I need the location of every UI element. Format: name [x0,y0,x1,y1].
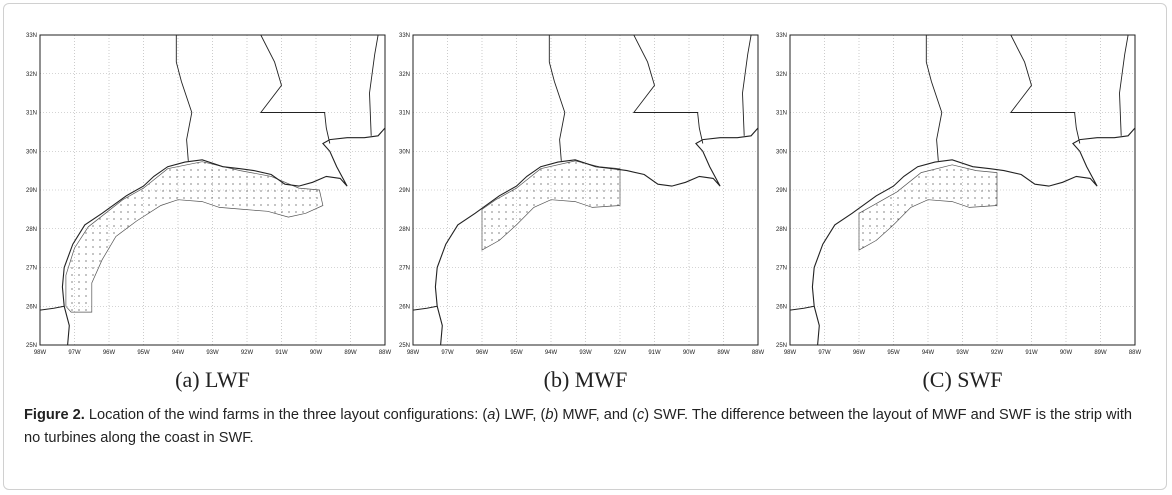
state-border [632,34,704,144]
lon-tick-label: 88W [752,350,765,356]
lon-tick-label: 92W [991,350,1004,356]
lat-tick-label: 26N [26,304,37,310]
lat-tick-label: 29N [26,188,37,194]
wind-farm [65,161,324,313]
lat-tick-label: 28N [776,227,787,233]
lon-tick-label: 96W [103,350,116,356]
lat-tick-label: 27N [399,266,410,272]
lat-tick-label: 30N [776,149,787,155]
panel-caption: (b) MWF [544,367,628,392]
coastline [811,127,1136,346]
lon-tick-label: 96W [853,350,866,356]
lat-tick-label: 25N [776,343,787,349]
state-border [1119,34,1129,136]
lat-tick-label: 26N [776,304,787,310]
lat-tick-label: 30N [399,149,410,155]
state-border [1009,34,1081,144]
lat-tick-label: 28N [26,227,37,233]
lat-tick-label: 28N [399,227,410,233]
lon-tick-label: 97W [441,350,454,356]
lon-tick-label: 88W [1129,350,1142,356]
lon-tick-label: 91W [648,350,661,356]
state-border [175,35,193,161]
lon-tick-label: 89W [344,350,357,356]
coastline [39,305,65,311]
lon-tick-label: 95W [887,350,900,356]
coastline [789,305,815,311]
map-frame [789,34,1136,346]
lon-tick-label: 95W [137,350,150,356]
lon-tick-label: 95W [510,350,523,356]
lon-tick-label: 94W [545,350,558,356]
caption-label: Figure 2. [24,407,85,423]
lat-tick-label: 33N [776,33,787,39]
lon-tick-label: 97W [818,350,831,356]
lon-tick-label: 90W [683,350,696,356]
lat-tick-label: 26N [399,304,410,310]
caption-text: ) MWF, and ( [553,407,637,423]
map-frame [412,34,759,346]
lat-tick-label: 33N [399,33,410,39]
lat-tick-label: 29N [399,188,410,194]
lat-tick-label: 25N [26,343,37,349]
state-border [742,34,752,136]
lon-tick-label: 88W [379,350,392,356]
state-border [925,35,943,161]
lon-tick-label: 93W [579,350,592,356]
wind-farm [858,164,998,251]
map-frame [39,34,386,346]
lat-tick-label: 29N [776,188,787,194]
lon-tick-label: 90W [1060,350,1073,356]
lon-tick-label: 94W [922,350,935,356]
lon-tick-label: 92W [241,350,254,356]
lat-tick-label: 32N [399,72,410,78]
panel-caption: (a) LWF [175,367,250,392]
lon-tick-label: 91W [1025,350,1038,356]
state-border [369,34,379,136]
lon-tick-label: 89W [1094,350,1107,356]
lat-tick-label: 32N [776,72,787,78]
lat-tick-label: 33N [26,33,37,39]
panel-caption: (C) SWF [922,367,1002,392]
caption-italic: c [636,407,645,423]
caption-italic: b [545,407,554,423]
caption-text: Location of the wind farms in the three … [88,407,488,423]
lon-tick-label: 93W [956,350,969,356]
lat-tick-label: 30N [26,149,37,155]
coastline [61,127,386,346]
lon-tick-label: 96W [476,350,489,356]
state-border [259,34,331,144]
caption-italic: a [487,407,496,423]
lon-tick-label: 98W [34,350,47,356]
lon-tick-label: 98W [784,350,797,356]
lat-tick-label: 25N [399,343,410,349]
figure-caption: Figure 2. Location of the wind farms in … [24,404,1139,450]
caption-text: ) LWF, ( [495,407,546,423]
lat-tick-label: 31N [399,111,410,117]
figure-border [3,3,1167,490]
lat-tick-label: 32N [26,72,37,78]
lat-tick-label: 27N [776,266,787,272]
lon-tick-label: 90W [310,350,323,356]
state-border [548,35,566,161]
caption-text: ) SWF. The difference between the layout… [24,407,1133,446]
coastline [412,305,438,311]
lon-tick-label: 91W [275,350,288,356]
lon-tick-label: 89W [717,350,730,356]
wind-farm [481,160,621,251]
lon-tick-label: 97W [68,350,81,356]
lon-tick-label: 93W [206,350,219,356]
lon-tick-label: 92W [614,350,627,356]
lat-tick-label: 31N [776,111,787,117]
lat-tick-label: 27N [26,266,37,272]
lat-tick-label: 31N [26,111,37,117]
lon-tick-label: 94W [172,350,185,356]
lon-tick-label: 98W [407,350,420,356]
coastline [434,127,759,346]
